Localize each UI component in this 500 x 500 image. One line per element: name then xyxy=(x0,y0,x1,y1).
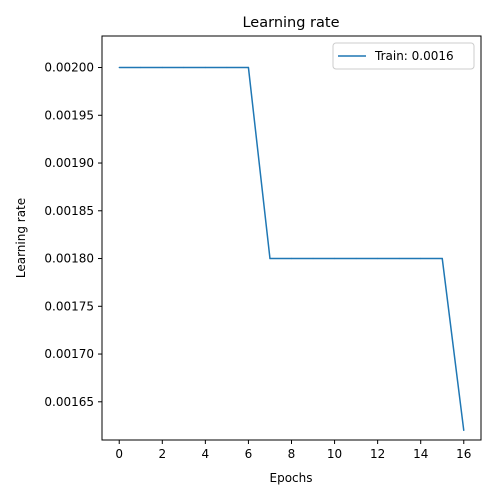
legend-series-label: Train: 0.0016 xyxy=(374,49,454,63)
legend-box xyxy=(332,42,475,70)
data-point xyxy=(204,66,206,69)
x-tick-label: 6 xyxy=(245,447,253,461)
series-line-train xyxy=(119,66,465,431)
x-tick-label: 16 xyxy=(456,447,471,461)
y-tick-label: 0.00175 xyxy=(44,299,94,313)
data-point xyxy=(355,257,357,260)
chart-title: Learning rate xyxy=(242,15,339,31)
x-tick-label: 14 xyxy=(413,447,428,461)
series-layer xyxy=(118,66,465,432)
y-axis-ticks: 0.00165 0.00170 0.00175 0.00180 0.00185 0.001… xyxy=(44,61,102,409)
data-point xyxy=(290,257,293,260)
data-point xyxy=(398,257,400,260)
plot-frame xyxy=(101,35,482,441)
data-point xyxy=(226,66,228,69)
data-point xyxy=(463,429,465,432)
data-point xyxy=(420,257,422,260)
x-tick-label: 4 xyxy=(202,447,210,461)
data-point xyxy=(269,257,271,260)
x-tick-label: 12 xyxy=(370,447,385,461)
y-tick-label: 0.00200 xyxy=(44,61,94,75)
y-axis-label: Learning rate xyxy=(14,198,28,278)
x-axis-ticks: 0 2 4 6 8 10 12 14 16 xyxy=(115,440,471,461)
data-point xyxy=(118,66,120,69)
x-axis-label: Epochs xyxy=(270,471,313,485)
data-point xyxy=(161,66,163,69)
x-tick-label: 8 xyxy=(288,447,296,461)
y-tick-label: 0.00180 xyxy=(44,252,94,266)
y-tick-label: 0.00170 xyxy=(44,347,94,361)
x-tick-label: 2 xyxy=(158,447,166,461)
data-point xyxy=(247,66,250,69)
data-point xyxy=(377,257,379,260)
legend: Train: 0.0016 xyxy=(332,42,475,70)
x-tick-label: 10 xyxy=(327,447,342,461)
data-point xyxy=(333,257,336,260)
y-tick-label: 0.00195 xyxy=(44,108,94,122)
data-point xyxy=(140,66,142,69)
y-tick-label: 0.00190 xyxy=(44,156,94,170)
y-tick-label: 0.00165 xyxy=(44,395,94,409)
data-point xyxy=(312,257,314,260)
data-point xyxy=(183,66,185,69)
x-tick-label: 0 xyxy=(115,447,123,461)
data-point xyxy=(441,257,443,260)
y-tick-label: 0.00185 xyxy=(44,204,94,218)
